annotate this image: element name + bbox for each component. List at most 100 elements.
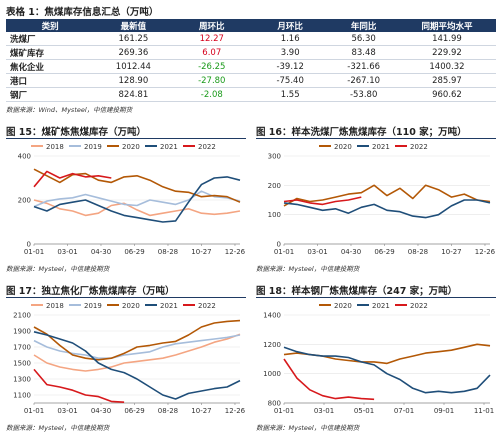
table-cell-yoy: -267.10 [329, 73, 398, 88]
series-line-2022 [283, 196, 362, 206]
y-tick-label: 1700 [13, 344, 31, 352]
series-line-2021 [283, 346, 491, 394]
legend-label: 2022 [198, 143, 216, 151]
series-line-2018 [33, 333, 241, 372]
inventory-table: 类别 最新值 周环比 月环比 年同比 同期平均水平 洗煤厂 161.25 12.27… [6, 19, 496, 102]
series-line-2020 [283, 343, 491, 365]
table-cell-wow: -2.08 [172, 87, 251, 102]
table-cell-latest: 824.81 [94, 87, 173, 102]
x-tick-label: 03-01 [307, 248, 327, 256]
x-tick-label: 04-30 [91, 407, 111, 415]
table-cell-avg: 1400.32 [397, 59, 496, 74]
x-tick-label: 03-01 [57, 248, 77, 256]
x-tick-label: 03-01 [314, 407, 334, 415]
chart-15-source: 数据来源：Mysteel，中信建投期货 [6, 265, 110, 273]
table-cell-yoy: -321.66 [329, 59, 398, 74]
x-tick-label: 12-26 [475, 248, 496, 256]
x-tick-label: 01-01 [24, 248, 44, 256]
table-header: 周环比 [172, 19, 251, 32]
chart-16-title: 图 16：样本洗煤厂炼焦煤库存（110 家；万吨） [256, 127, 467, 138]
table-cell-latest: 128.90 [94, 73, 173, 88]
table-cell-mom: -39.12 [250, 59, 330, 74]
chart-17-title-rule [6, 297, 246, 298]
table-header: 年同比 [329, 19, 398, 32]
series-line-2021 [33, 176, 241, 223]
chart-18-source: 数据来源：Mysteel，中信建投期货 [256, 424, 360, 432]
table-cell-mom: 1.55 [250, 87, 330, 102]
y-tick-label: 1200 [263, 341, 281, 349]
table-cell-mom: 3.90 [250, 45, 330, 60]
table-cell-name: 煤矿库存 [6, 45, 95, 60]
y-tick-label: 800 [268, 400, 281, 408]
table-cell-latest: 161.25 [94, 32, 173, 46]
y-tick-label: 1300 [13, 376, 31, 384]
chart-15-plot: 2018 2019 2020 2021 2022 0 200 400 01-01 03-01 04-… [18, 143, 246, 256]
chart-17-source: 数据来源：Mysteel，中信建投期货 [6, 424, 110, 432]
table-cell-avg: 141.99 [397, 32, 496, 46]
series-line-2019 [33, 190, 241, 208]
legend-label: 2018 [46, 143, 64, 151]
chart-16-plot: 2020 2021 2022 0 100 200 300 01-01 03-01 04-30 06-… [268, 143, 496, 256]
x-tick-label: 10-27 [191, 407, 211, 415]
series-line-2022 [33, 368, 125, 403]
table-cell-latest: 269.36 [94, 45, 173, 60]
y-tick-label: 1900 [13, 328, 31, 336]
table-row: 钢厂 824.81 -2.08 1.55 -53.80 960.62 [6, 87, 496, 102]
legend-label: 2019 [84, 302, 102, 310]
legend-label: 2022 [410, 302, 428, 310]
chart-18-title-rule [256, 297, 496, 298]
chart-15-title: 图 15：煤矿炼焦煤库存（万吨） [6, 127, 147, 138]
table-row: 洗煤厂 161.25 12.27 1.16 56.30 141.99 [6, 32, 496, 46]
legend-label: 2018 [46, 302, 64, 310]
table-cell-wow: -27.80 [172, 73, 251, 88]
legend-label: 2022 [198, 302, 216, 310]
table-title: 表格 1：焦煤库存信息汇总（万吨） [6, 7, 159, 18]
legend-label: 2021 [372, 143, 390, 151]
legend-label: 2020 [122, 143, 140, 151]
x-tick-label: 01-01 [24, 407, 44, 415]
table-cell-wow: 6.07 [172, 45, 251, 60]
legend-label: 2020 [334, 143, 352, 151]
x-tick-label: 08-28 [408, 248, 428, 256]
y-tick-label: 200 [268, 182, 281, 190]
chart-17-title: 图 17：独立焦化厂炼焦煤库存（万吨） [6, 286, 175, 297]
y-tick-label: 0 [27, 241, 31, 249]
chart-16-title-rule [256, 138, 496, 139]
series-line-2021 [283, 199, 491, 219]
series-line-2020 [33, 168, 241, 203]
table-header: 类别 [6, 19, 95, 32]
legend-label: 2020 [334, 302, 352, 310]
chart-18-plot: 2020 2021 2022 800 1000 1200 1400 01-01 03-01 05-… [263, 302, 494, 415]
legend-label: 2020 [122, 302, 140, 310]
table-cell-latest: 1012.44 [94, 59, 173, 74]
series-line-2022 [283, 358, 375, 401]
series-line-2021 [33, 331, 241, 400]
x-tick-label: 07-01 [394, 407, 414, 415]
legend-label: 2021 [160, 143, 178, 151]
table-row: 煤矿库存 269.36 6.07 3.90 83.48 229.92 [6, 45, 496, 60]
table-source: 数据来源：Wind、Mysteel，中信建投期货 [6, 106, 133, 114]
y-tick-label: 300 [268, 153, 281, 161]
table-cell-name: 洗煤厂 [6, 32, 95, 46]
chart-18-title: 图 18：样本钢厂炼焦煤库存（247 家；万吨） [256, 286, 458, 297]
y-tick-label: 1000 [263, 370, 281, 378]
x-tick-label: 04-30 [341, 248, 361, 256]
table-cell-name: 港口 [6, 73, 95, 88]
chart-17-plot: 2018 2019 2020 2021 2022 1100 1300 1500 1700 1900… [13, 302, 246, 415]
table-cell-avg: 285.97 [397, 73, 496, 88]
legend-label: 2021 [372, 302, 390, 310]
table-cell-yoy: -53.80 [329, 87, 398, 102]
table-header: 同期平均水平 [397, 19, 496, 32]
table-row: 港口 128.90 -27.80 -75.40 -267.10 285.97 [6, 73, 496, 88]
x-tick-label: 11-01 [474, 407, 494, 415]
legend-label: 2019 [84, 143, 102, 151]
table-row: 焦化企业 1012.44 -26.25 -39.12 -321.66 1400.32 [6, 59, 496, 74]
table-cell-mom: -75.40 [250, 73, 330, 88]
table-cell-mom: 1.16 [250, 32, 330, 46]
table-header: 最新值 [94, 19, 173, 32]
table-cell-avg: 960.62 [397, 87, 496, 102]
x-tick-label: 10-27 [191, 248, 211, 256]
table-cell-yoy: 56.30 [329, 32, 398, 46]
y-tick-label: 1100 [13, 392, 31, 400]
legend-label: 2021 [160, 302, 178, 310]
